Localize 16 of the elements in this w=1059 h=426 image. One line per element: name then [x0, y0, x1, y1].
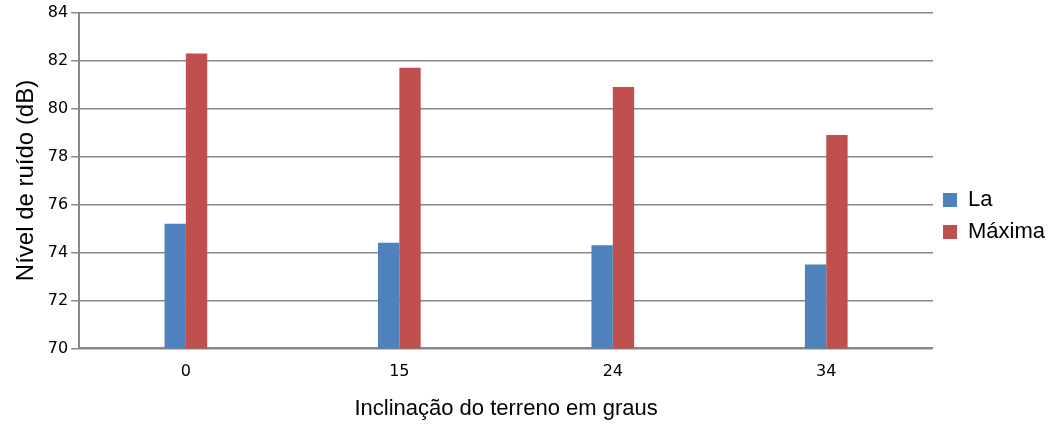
y-axis-title: Nível de ruído (dB) [11, 79, 39, 282]
y-tick-label: 70 [47, 337, 69, 357]
y-tick-label: 78 [47, 145, 69, 165]
y-tick-label: 82 [47, 49, 69, 69]
legend-label: La [967, 186, 994, 212]
y-tick-label: 76 [47, 193, 69, 213]
y-tick-label: 74 [47, 241, 69, 261]
y-tick-label: 72 [47, 289, 69, 309]
legend-label: Máxima [967, 218, 1046, 244]
x-tick-label: 24 [602, 361, 623, 381]
y-tick-label: 84 [47, 1, 69, 21]
x-tick-label: 0 [180, 361, 191, 381]
y-tick-label: 80 [47, 97, 69, 117]
x-tick-label: 15 [389, 361, 410, 381]
x-tick-label: 34 [816, 361, 837, 381]
x-axis-title: Inclinação do terreno em graus [354, 394, 658, 420]
